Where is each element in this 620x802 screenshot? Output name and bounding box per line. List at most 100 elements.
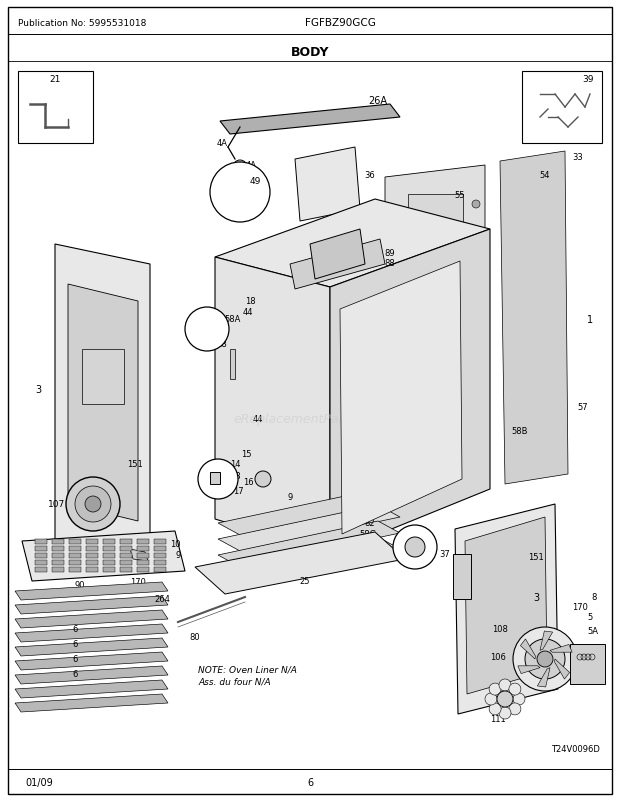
Text: 42: 42 <box>363 541 373 550</box>
Bar <box>86 539 98 545</box>
Polygon shape <box>215 200 490 288</box>
Text: 170: 170 <box>572 603 588 612</box>
Text: 106: 106 <box>490 653 506 662</box>
Bar <box>137 553 149 558</box>
Text: 18: 18 <box>245 297 255 306</box>
Bar <box>52 553 64 558</box>
Circle shape <box>499 707 511 719</box>
Bar <box>69 567 81 573</box>
Text: 58A: 58A <box>225 315 241 324</box>
Text: 82: 82 <box>365 519 375 528</box>
Circle shape <box>499 679 511 691</box>
Polygon shape <box>195 533 405 594</box>
Text: 26A: 26A <box>368 96 388 106</box>
Polygon shape <box>15 680 168 698</box>
Polygon shape <box>15 666 168 684</box>
Text: 9: 9 <box>175 551 180 560</box>
Polygon shape <box>520 639 536 659</box>
Text: 9: 9 <box>288 493 293 502</box>
Text: 109: 109 <box>492 690 508 699</box>
Polygon shape <box>218 537 400 583</box>
Text: 58G: 58G <box>360 530 376 539</box>
Text: BODY: BODY <box>291 46 329 59</box>
Bar <box>408 269 463 325</box>
Text: 3: 3 <box>35 384 41 395</box>
Text: 10: 10 <box>170 540 180 549</box>
Polygon shape <box>465 517 547 695</box>
Text: 49: 49 <box>249 176 260 185</box>
Text: 107: 107 <box>48 500 66 508</box>
Bar <box>69 553 81 558</box>
Bar <box>103 546 115 551</box>
Circle shape <box>472 290 480 298</box>
Bar <box>230 350 235 379</box>
Bar <box>35 567 47 573</box>
Bar <box>210 472 220 484</box>
Bar <box>137 546 149 551</box>
Circle shape <box>485 693 497 705</box>
Text: NOTE: Oven Liner N/A: NOTE: Oven Liner N/A <box>198 665 297 674</box>
Text: 25: 25 <box>299 577 310 585</box>
Bar <box>154 539 166 545</box>
Polygon shape <box>385 166 485 492</box>
Text: 29: 29 <box>207 467 219 476</box>
Polygon shape <box>290 240 385 290</box>
Circle shape <box>233 160 247 175</box>
Bar <box>86 553 98 558</box>
Text: 6: 6 <box>73 654 78 664</box>
Bar <box>86 567 98 573</box>
Text: 111: 111 <box>490 715 506 723</box>
Polygon shape <box>375 155 495 508</box>
Text: 39: 39 <box>582 75 594 84</box>
Bar <box>120 546 132 551</box>
Bar <box>408 195 463 240</box>
Text: 58B: 58B <box>512 427 528 436</box>
Bar <box>69 539 81 545</box>
Polygon shape <box>15 695 168 712</box>
Circle shape <box>472 261 480 269</box>
Text: eReplacementParts.com: eReplacementParts.com <box>234 413 386 426</box>
Bar <box>522 72 602 144</box>
Bar <box>154 567 166 573</box>
Polygon shape <box>340 261 462 534</box>
Polygon shape <box>490 140 580 504</box>
Polygon shape <box>500 152 568 484</box>
Text: 43: 43 <box>411 527 423 536</box>
Polygon shape <box>330 229 490 554</box>
Text: 12: 12 <box>188 315 200 324</box>
Text: 89: 89 <box>384 248 396 257</box>
Text: 90: 90 <box>75 581 86 589</box>
Text: 151: 151 <box>528 553 544 561</box>
Circle shape <box>210 163 270 223</box>
Text: 15: 15 <box>241 450 251 459</box>
Text: 6: 6 <box>73 640 78 649</box>
Text: 170: 170 <box>130 577 146 587</box>
Circle shape <box>85 496 101 512</box>
Bar <box>86 546 98 551</box>
Text: 8: 8 <box>305 505 311 514</box>
Circle shape <box>513 693 525 705</box>
Bar <box>69 546 81 551</box>
Polygon shape <box>218 489 400 535</box>
Polygon shape <box>455 504 558 714</box>
Circle shape <box>405 537 425 557</box>
Circle shape <box>489 683 501 695</box>
Bar <box>35 546 47 551</box>
Circle shape <box>472 321 480 329</box>
Text: 1: 1 <box>587 314 593 325</box>
Polygon shape <box>554 659 570 679</box>
Polygon shape <box>228 182 233 200</box>
Bar <box>103 561 115 565</box>
Text: 37: 37 <box>440 550 450 559</box>
Circle shape <box>255 472 271 488</box>
Text: 37: 37 <box>376 485 388 494</box>
Polygon shape <box>538 668 550 687</box>
Text: 3: 3 <box>533 592 539 602</box>
Circle shape <box>537 651 553 667</box>
Text: 6: 6 <box>307 777 313 787</box>
Polygon shape <box>295 148 360 221</box>
Polygon shape <box>518 666 540 674</box>
Circle shape <box>509 703 521 715</box>
Text: 5: 5 <box>587 613 593 622</box>
Text: 17: 17 <box>232 487 243 496</box>
